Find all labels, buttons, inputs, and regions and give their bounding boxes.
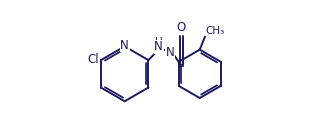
Text: CH₃: CH₃ [206, 26, 225, 36]
Text: O: O [177, 21, 186, 34]
Text: N: N [120, 39, 129, 52]
Text: H: H [166, 52, 174, 62]
Text: Cl: Cl [87, 53, 99, 66]
Text: N: N [166, 46, 175, 59]
Text: N: N [154, 40, 163, 53]
Text: H: H [155, 37, 163, 48]
